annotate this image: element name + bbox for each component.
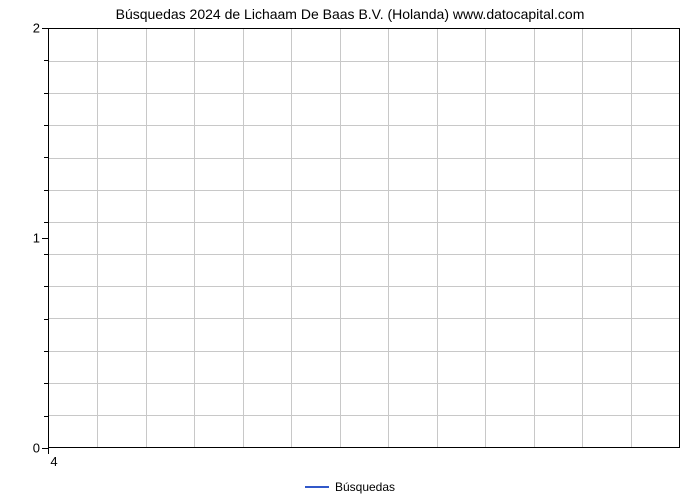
- legend: Búsquedas: [0, 479, 700, 494]
- y-tick-mark: [42, 238, 48, 239]
- gridline-v: [291, 29, 292, 447]
- gridline-v: [340, 29, 341, 447]
- chart-container: Búsquedas 2024 de Lichaam De Baas B.V. (…: [0, 0, 700, 500]
- gridline-h: [49, 93, 679, 94]
- gridline-v: [194, 29, 195, 447]
- gridline-h: [49, 125, 679, 126]
- y-minor-tick: [44, 190, 48, 191]
- gridline-h: [49, 222, 679, 223]
- gridline-v: [388, 29, 389, 447]
- gridline-v: [97, 29, 98, 447]
- gridline-h: [49, 351, 679, 352]
- gridline-h: [49, 383, 679, 384]
- gridline-h: [49, 158, 679, 159]
- y-minor-tick: [44, 222, 48, 223]
- gridline-h: [49, 190, 679, 191]
- gridline-h: [49, 318, 679, 319]
- y-minor-tick: [44, 93, 48, 94]
- y-minor-tick: [44, 157, 48, 158]
- gridline-v: [437, 29, 438, 447]
- legend-swatch-busquedas: [305, 486, 329, 488]
- y-minor-tick: [44, 416, 48, 417]
- y-tick-0: 0: [22, 441, 40, 456]
- y-tick-1: 1: [22, 231, 40, 246]
- y-minor-tick: [44, 125, 48, 126]
- gridline-v: [631, 29, 632, 447]
- gridline-v: [243, 29, 244, 447]
- y-minor-tick: [44, 254, 48, 255]
- y-minor-tick: [44, 351, 48, 352]
- gridline-v: [534, 29, 535, 447]
- y-minor-tick: [44, 319, 48, 320]
- chart-title: Búsquedas 2024 de Lichaam De Baas B.V. (…: [0, 6, 700, 22]
- gridline-v: [485, 29, 486, 447]
- gridline-h: [49, 286, 679, 287]
- gridline-v: [582, 29, 583, 447]
- gridline-h: [49, 415, 679, 416]
- y-minor-tick: [44, 286, 48, 287]
- gridline-h: [49, 254, 679, 255]
- plot-area: [48, 28, 680, 448]
- y-minor-tick: [44, 28, 48, 29]
- y-minor-tick: [44, 60, 48, 61]
- gridline-v: [146, 29, 147, 447]
- legend-label-busquedas: Búsquedas: [335, 480, 395, 494]
- x-tick-mark: [48, 448, 49, 454]
- x-tick-0: 4: [50, 454, 57, 469]
- y-minor-tick: [44, 383, 48, 384]
- y-tick-2: 2: [22, 21, 40, 36]
- gridline-h: [49, 61, 679, 62]
